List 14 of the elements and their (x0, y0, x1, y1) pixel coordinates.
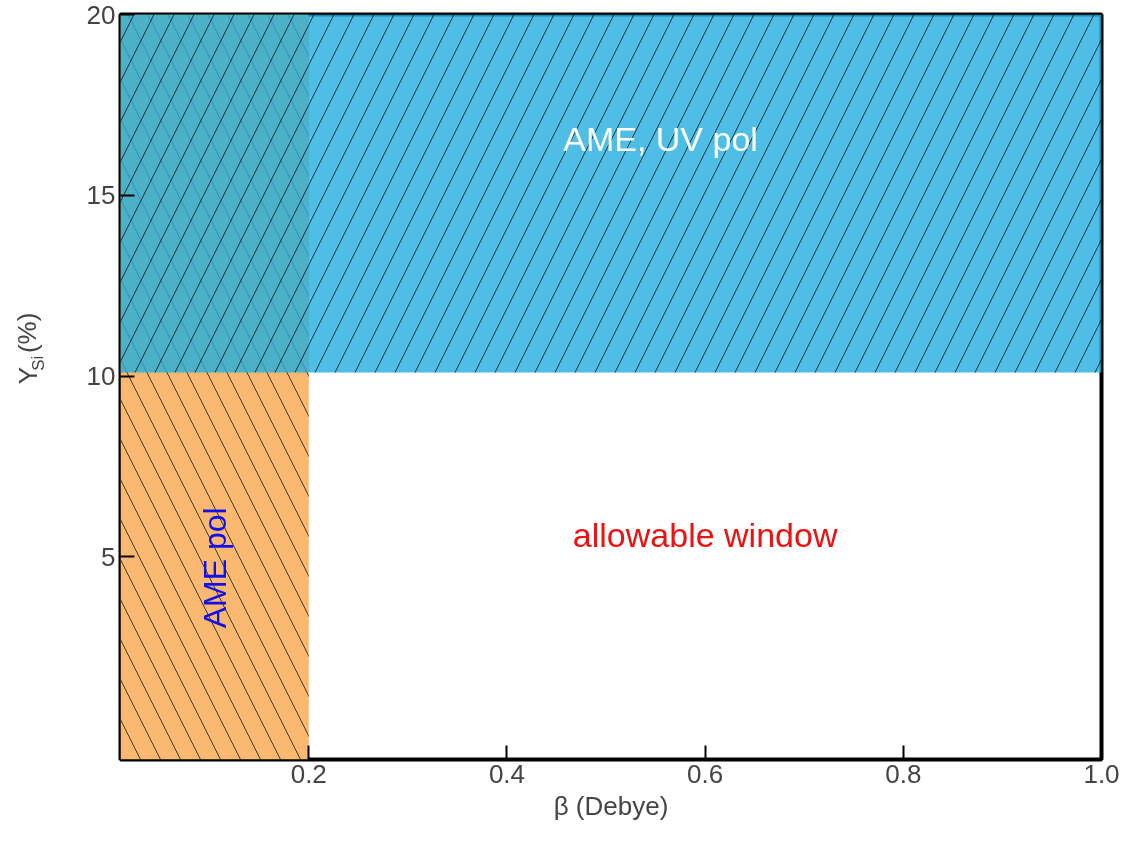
y-tick-label: 5 (101, 541, 116, 572)
y-tick-label: 20 (86, 0, 116, 30)
x-axis-title: β (Debye) (553, 790, 669, 821)
x-tick-label: 1.0 (1083, 758, 1120, 789)
x-tick-label: 0.8 (885, 758, 922, 789)
x-tick-label: 0.4 (488, 758, 526, 789)
x-tick-label: 0.2 (290, 758, 327, 789)
band-label: AME, UV pol (563, 120, 758, 159)
annotation: allowable window (572, 516, 838, 555)
y-tick-label: 10 (86, 361, 116, 392)
band-label: AME pol (196, 507, 233, 629)
y-axis-title: YSi(%) (12, 312, 48, 385)
y-tick-label: 15 (86, 180, 116, 211)
x-tick-label: 0.6 (687, 758, 724, 789)
